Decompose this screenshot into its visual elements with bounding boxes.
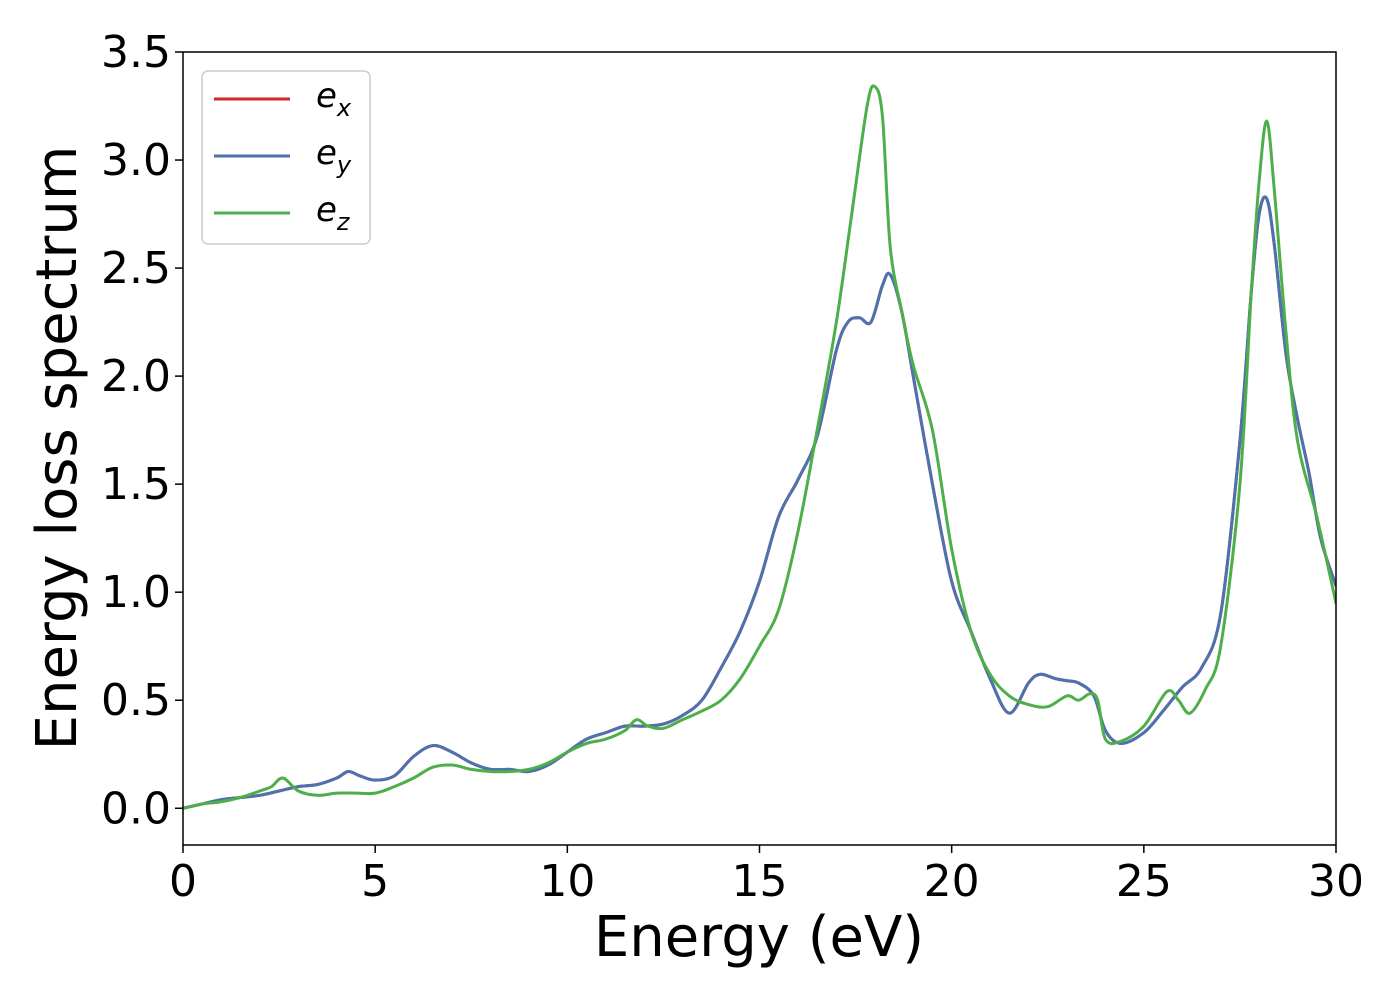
legend: ex ey ez bbox=[201, 70, 371, 245]
series-layer bbox=[183, 84, 1336, 810]
y-axis-title: Energy loss spectrum bbox=[25, 146, 90, 751]
y-tick-label: 3.5 bbox=[101, 27, 171, 78]
x-tick-label: 15 bbox=[732, 856, 788, 907]
y-tick-label: 1.0 bbox=[101, 567, 171, 618]
series-line-y bbox=[183, 195, 1336, 810]
x-tick-label: 0 bbox=[169, 856, 197, 907]
y-tick-label: 0.5 bbox=[101, 675, 171, 726]
x-tick-label: 25 bbox=[1116, 856, 1172, 907]
legend-label-x: ex bbox=[316, 76, 352, 122]
y-tick-label: 3.0 bbox=[101, 135, 171, 186]
x-tick-label: 10 bbox=[539, 856, 595, 907]
y-axis: 0.0 0.5 1.0 1.5 2.0 2.5 3.0 3.5 bbox=[101, 27, 183, 834]
y-tick-label: 0.0 bbox=[101, 783, 171, 834]
x-tick-label: 5 bbox=[361, 856, 389, 907]
legend-label-z: ez bbox=[316, 190, 351, 236]
series-line-z bbox=[183, 84, 1336, 810]
x-tick-label: 20 bbox=[924, 856, 980, 907]
y-tick-label: 2.0 bbox=[101, 351, 171, 402]
y-tick-label: 1.5 bbox=[101, 459, 171, 510]
x-axis-title: Energy (eV) bbox=[594, 905, 924, 970]
legend-label-y: ey bbox=[316, 133, 352, 179]
x-tick-label: 30 bbox=[1308, 856, 1364, 907]
y-tick-label: 2.5 bbox=[101, 243, 171, 294]
x-axis: 0 5 10 15 20 25 30 bbox=[169, 845, 1364, 907]
